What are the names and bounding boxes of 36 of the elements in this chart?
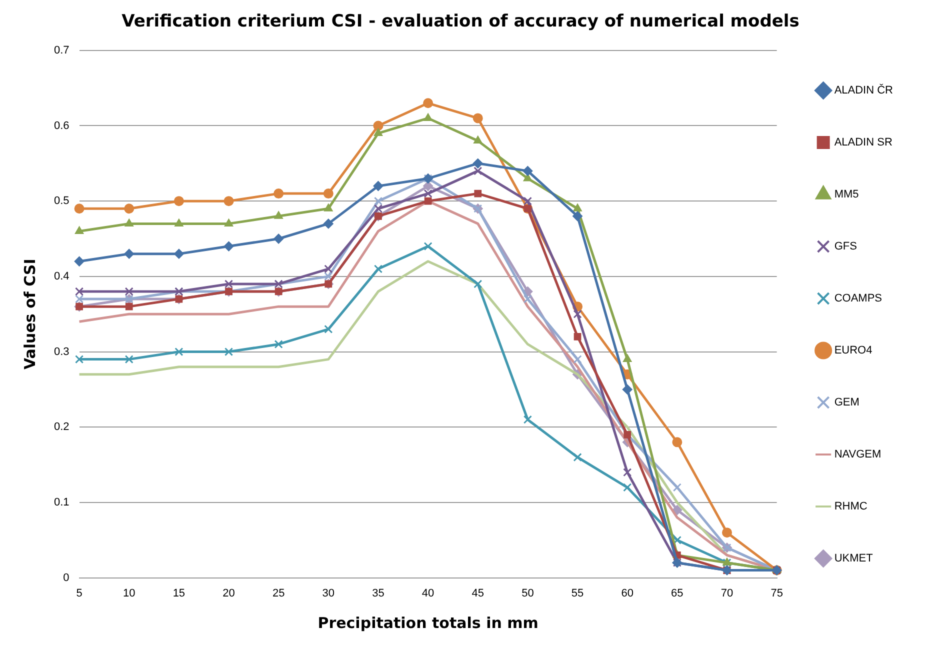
- legend-label: ALADIN SR: [834, 136, 892, 149]
- y-tick-label: 0.4: [54, 270, 70, 282]
- x-tick-label: 20: [222, 587, 235, 600]
- legend-label: COAMPS: [834, 292, 882, 305]
- y-tick-label: 0.1: [54, 496, 70, 508]
- y-tick-label: 0.3: [54, 346, 70, 358]
- x-tick-label: 35: [372, 587, 384, 600]
- legend-label: EURO4: [834, 344, 872, 357]
- x-tick-label: 30: [322, 587, 335, 600]
- y-tick-label: 0.5: [54, 195, 70, 208]
- y-tick-label: 0.2: [54, 421, 70, 434]
- x-tick-label: 40: [422, 587, 434, 600]
- x-tick-label: 25: [272, 587, 285, 600]
- x-tick-label: 65: [671, 587, 684, 600]
- legend-label: NAVGEM: [834, 448, 882, 461]
- legend-label: GFS: [834, 240, 857, 253]
- legend-label: MM5: [834, 188, 859, 201]
- legend-label: RHMC: [834, 500, 868, 513]
- x-tick-label: 10: [122, 587, 136, 600]
- x-tick-label: 75: [770, 587, 783, 600]
- legend-label: GEM: [834, 396, 860, 409]
- legend-label: UKMET: [834, 552, 874, 565]
- x-tick-label: 15: [172, 587, 186, 600]
- x-tick-label: 50: [522, 587, 534, 600]
- chart-title: Verification criterium CSI - evaluation of accuracy of numerical models: [122, 12, 800, 32]
- x-axis-title: Precipitation totals in mm: [318, 614, 538, 632]
- y-axis-title: Values of CSI: [20, 258, 39, 370]
- x-tick-label: 70: [720, 587, 734, 600]
- x-tick-label: 45: [472, 587, 484, 600]
- y-tick-label: 0: [63, 572, 70, 584]
- x-tick-label: 55: [571, 587, 584, 600]
- x-tick-label: 60: [621, 587, 634, 600]
- x-tick-label: 5: [76, 587, 82, 600]
- legend-label: ALADIN ČR: [834, 84, 894, 97]
- y-tick-label: 0.6: [54, 120, 70, 132]
- y-tick-label: 0.7: [54, 44, 70, 56]
